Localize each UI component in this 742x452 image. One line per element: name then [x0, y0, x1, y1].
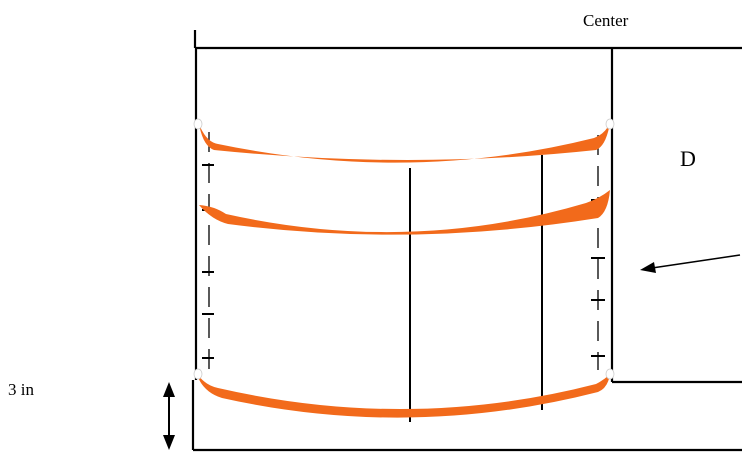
- band-bottom: [196, 372, 610, 418]
- tick-marks: [202, 164, 605, 359]
- orange-bands: [196, 123, 610, 418]
- arrow-icon: [640, 254, 741, 273]
- dimension-label: 3 in: [8, 380, 34, 399]
- band-middle: [199, 190, 610, 235]
- vertical-posts: [409, 155, 543, 422]
- center-label: Center: [583, 11, 629, 30]
- dashed-lines: [208, 132, 599, 372]
- double-arrow-icon: [163, 382, 175, 450]
- band-top: [199, 123, 610, 163]
- d-label: D: [680, 146, 696, 171]
- band-endcaps: [193, 118, 615, 380]
- structure-outline: [191, 30, 742, 452]
